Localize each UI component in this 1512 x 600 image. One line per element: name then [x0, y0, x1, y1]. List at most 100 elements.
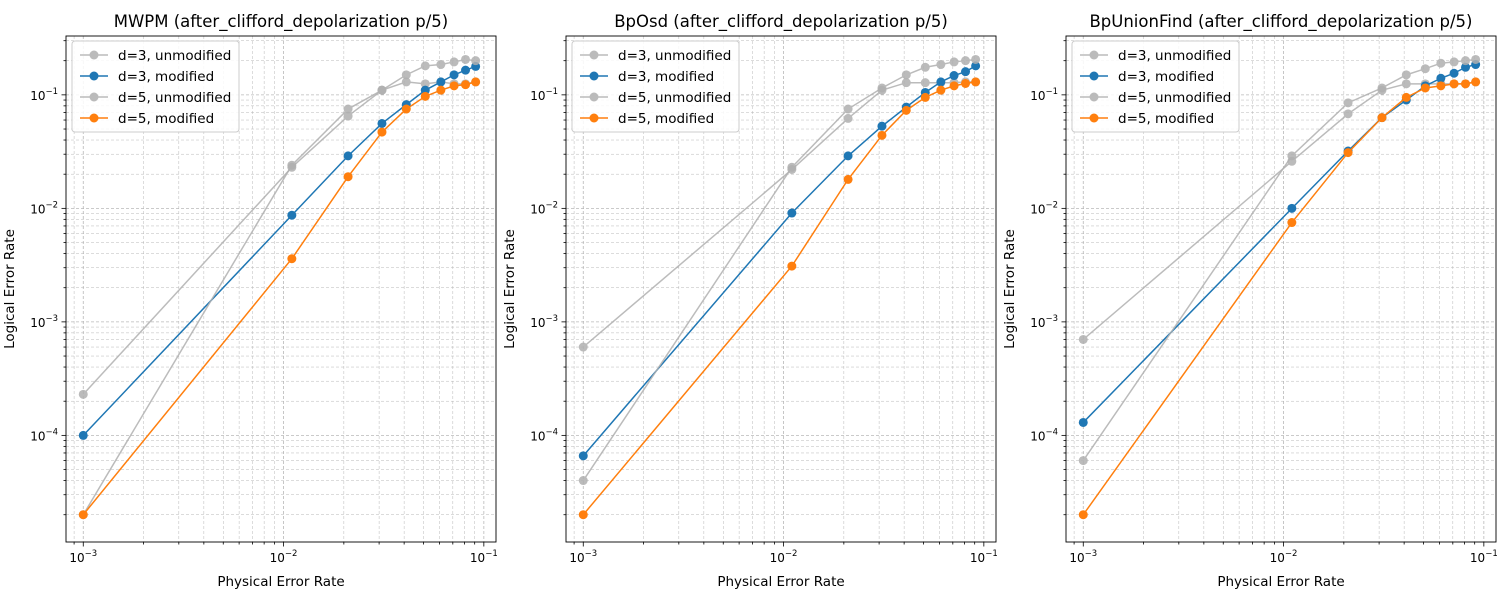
data-point [1287, 151, 1297, 161]
data-point [949, 57, 959, 67]
data-point [877, 83, 887, 93]
legend-label: d=5, modified [1118, 111, 1214, 127]
series-line [82, 81, 476, 395]
data-point [578, 476, 588, 486]
data-point [420, 79, 430, 89]
legend-box [71, 40, 240, 133]
x-tick-label: 10−3 [69, 549, 97, 565]
axes-frame [1065, 35, 1497, 543]
legend-marker [589, 113, 599, 123]
data-point [787, 162, 797, 172]
data-point [1377, 83, 1387, 93]
data-point [920, 92, 930, 102]
data-point [901, 70, 911, 80]
legend-item [1080, 113, 1108, 123]
data-point [877, 121, 887, 131]
y-tick-label: 10−4 [530, 427, 558, 443]
data-point [1078, 510, 1088, 520]
data-point [971, 61, 981, 71]
data-point [436, 77, 446, 87]
data-point [420, 85, 430, 95]
legend-box [571, 40, 740, 133]
series-3 [1078, 54, 1481, 466]
data-point [401, 104, 411, 114]
legend-marker [589, 50, 599, 60]
data-point [843, 104, 853, 114]
data-point [1401, 70, 1411, 80]
data-point [843, 151, 853, 161]
data-point [377, 85, 387, 95]
legend-marker [89, 113, 99, 123]
y-axis-label: Logical Error Rate [1002, 229, 1018, 349]
data-point [787, 261, 797, 271]
data-point [377, 127, 387, 137]
data-point [1401, 79, 1411, 89]
legend: d=3, unmodified d=3, modified d=5, unmodif… [1071, 40, 1240, 133]
legend-label: d=5, unmodified [1118, 90, 1231, 106]
series-3 [78, 54, 481, 520]
data-point [920, 62, 930, 72]
legend-item [80, 92, 108, 102]
axes-frame [65, 35, 497, 543]
legend-item [1080, 92, 1108, 102]
x-tick-label: 10−2 [770, 549, 798, 565]
data-point [1287, 203, 1297, 213]
data-point [901, 105, 911, 115]
y-tick-label: 10−3 [530, 314, 558, 330]
legend-marker [589, 92, 599, 102]
y-tick-label: 10−4 [1030, 427, 1058, 443]
data-point [1449, 57, 1459, 67]
data-point [420, 91, 430, 101]
legend-label: d=5, unmodified [118, 90, 231, 106]
series-line [82, 58, 476, 516]
x-axis-label: Physical Error Rate [717, 574, 844, 590]
data-point [343, 111, 353, 121]
data-point [877, 130, 887, 140]
legend-item [580, 113, 608, 123]
y-tick-label: 10−2 [530, 200, 558, 216]
series-line [582, 81, 976, 516]
data-point [1287, 218, 1297, 228]
legend-marker [1089, 50, 1099, 60]
legend: d=3, unmodified d=3, modified d=5, unmodif… [571, 40, 740, 133]
y-tick-label: 10−3 [1030, 314, 1058, 330]
legend-label: d=3, unmodified [618, 48, 731, 64]
data-point [287, 160, 297, 170]
legend-marker [589, 71, 599, 81]
data-point [1401, 92, 1411, 102]
data-point [961, 56, 971, 66]
data-point [1436, 73, 1446, 83]
data-point [1436, 81, 1446, 91]
data-point [1471, 54, 1481, 64]
series-3 [578, 54, 981, 486]
data-point [1343, 109, 1353, 119]
legend-marker [89, 71, 99, 81]
legend-label: d=5, unmodified [618, 90, 731, 106]
x-tick-label: 10−1 [970, 549, 998, 565]
data-point [1436, 58, 1446, 68]
data-point [461, 65, 471, 75]
series-line [582, 81, 976, 348]
chart-title: BpUnionFind (after_clifford_depolarizati… [1089, 12, 1472, 32]
data-point [343, 151, 353, 161]
chart-panel-3: 10−3 10−2 10−1 10−4 10−3 10−2 10−1 BpUnionFind … [1002, 12, 1498, 590]
y-tick-label: 10−1 [1030, 87, 1058, 103]
legend-marker [1089, 71, 1099, 81]
y-tick-label: 10−4 [30, 427, 58, 443]
data-point [1461, 56, 1471, 66]
legend-marker [1089, 113, 1099, 123]
series-line [582, 65, 977, 457]
data-point [936, 85, 946, 95]
data-point [1420, 64, 1430, 74]
data-point [401, 70, 411, 80]
data-point [901, 78, 911, 88]
data-point [420, 61, 430, 71]
legend-item [1080, 71, 1108, 81]
series-line [1082, 58, 1476, 461]
series-line [1082, 81, 1476, 516]
legend-marker [89, 50, 99, 60]
data-point [343, 172, 353, 182]
legend: d=3, unmodified d=3, modified d=5, unmodif… [71, 40, 240, 133]
data-point [1461, 79, 1471, 89]
